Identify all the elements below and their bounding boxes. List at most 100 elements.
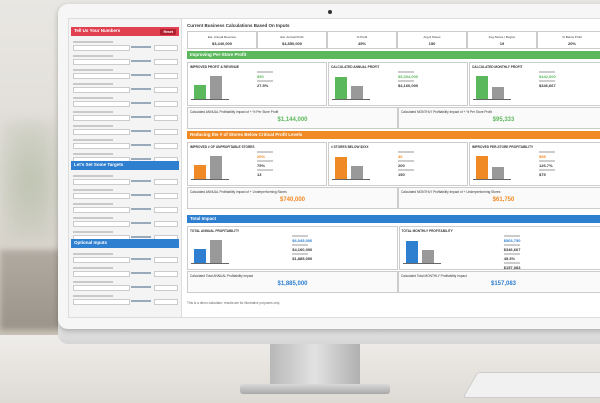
- input-field[interactable]: [154, 73, 178, 79]
- impact-label: Calculated MONTHLY Profitability Impact …: [401, 190, 501, 194]
- summary-value: 19: [499, 41, 505, 46]
- input-label: [73, 231, 113, 233]
- chart-bar: [492, 87, 504, 99]
- input-field[interactable]: [154, 257, 178, 263]
- card-title: CALCULATED ANNUAL PROFIT: [331, 65, 380, 69]
- summary-label: Avg # Stores: [423, 35, 441, 39]
- result-card: # STORES BELOW $XXX 30 200 150: [328, 142, 468, 186]
- stat-value: $4,160,000: [292, 247, 313, 252]
- section-title: Let's Set Some Targets: [74, 162, 124, 167]
- stat-line: [257, 160, 273, 162]
- chart-bar: [476, 155, 488, 179]
- input-field[interactable]: [154, 115, 178, 121]
- impact-box: Calculated MONTHLY Profitability Impact …: [398, 107, 600, 129]
- stat-line: [539, 169, 555, 171]
- input-field[interactable]: [73, 87, 130, 93]
- stat-line: [539, 80, 555, 82]
- input-field[interactable]: [154, 59, 178, 65]
- input-field[interactable]: [73, 271, 130, 277]
- section-header: Optional Inputs: [71, 239, 179, 248]
- stat-value: 126.7%: [539, 163, 553, 168]
- stat-line: [292, 253, 309, 255]
- input-slider: [131, 222, 151, 224]
- section-header: Improving Per-Store Profit: [187, 51, 600, 59]
- chart-axis: [402, 262, 441, 263]
- stat-line: [257, 71, 273, 73]
- stat-value: $346,667: [539, 83, 556, 88]
- input-field[interactable]: [73, 221, 130, 227]
- input-field[interactable]: [73, 143, 130, 149]
- input-field[interactable]: [154, 299, 178, 305]
- reset-button[interactable]: Reset: [160, 28, 176, 35]
- chart-axis: [191, 178, 229, 179]
- input-slider: [131, 272, 151, 274]
- input-slider: [131, 46, 151, 48]
- input-field[interactable]: [73, 179, 130, 185]
- section-title: Improving Per-Store Profit: [190, 52, 247, 57]
- input-field[interactable]: [154, 101, 178, 107]
- input-field[interactable]: [73, 73, 130, 79]
- footer-note: This is a demo calculator; results are f…: [187, 301, 280, 305]
- stat-value: 150: [398, 172, 405, 177]
- result-card: IMPROVED # OF UNPROFITABLE STORES 20% 75% 1…: [187, 142, 327, 186]
- input-label: [73, 139, 113, 141]
- stat-line: [503, 253, 520, 255]
- input-label: [73, 41, 113, 43]
- input-field[interactable]: [73, 59, 130, 65]
- stat-value: 20%: [257, 154, 266, 159]
- input-label: [73, 203, 113, 205]
- stat-line: [292, 235, 309, 237]
- input-field[interactable]: [154, 45, 178, 51]
- chart-axis: [473, 98, 511, 99]
- summary-cell: % Profit 45%: [327, 31, 397, 49]
- input-slider: [131, 236, 151, 238]
- input-slider: [131, 74, 151, 76]
- stat-line: [257, 169, 273, 171]
- input-field[interactable]: [154, 129, 178, 135]
- sidebar: Tell Us Your Numbers Reset Let's Set Some …: [69, 19, 182, 317]
- background-plant: [0, 120, 60, 240]
- summary-value: 20%: [567, 41, 576, 46]
- input-field[interactable]: [73, 101, 130, 107]
- input-field[interactable]: [73, 115, 130, 121]
- chart-axis: [332, 178, 370, 179]
- section-title: Total Impact: [190, 216, 217, 221]
- input-field[interactable]: [73, 207, 130, 213]
- stat-line: [503, 235, 520, 237]
- input-field[interactable]: [154, 179, 178, 185]
- impact-label: Calculated ANNUAL Profitability Impact o…: [190, 190, 287, 194]
- chart-bar: [210, 75, 222, 99]
- camera: [328, 10, 332, 14]
- chart-bar: [335, 156, 347, 179]
- result-card: TOTAL MONTHLY PROFITABILITY $503,750 $346,…: [398, 226, 600, 270]
- input-field[interactable]: [154, 193, 178, 199]
- stat-line: [398, 71, 414, 73]
- input-field[interactable]: [154, 221, 178, 227]
- input-label: [73, 111, 113, 113]
- input-field[interactable]: [154, 271, 178, 277]
- stat-value: $5,304,000: [398, 74, 419, 79]
- impact-value: $157,083: [490, 281, 517, 287]
- input-field[interactable]: [73, 257, 130, 263]
- summary-label: Avg Stores / Region: [488, 35, 516, 39]
- input-label: [73, 125, 113, 127]
- input-field[interactable]: [73, 285, 130, 291]
- chart-bar: [476, 75, 488, 99]
- input-field[interactable]: [73, 299, 130, 305]
- input-slider: [131, 60, 151, 62]
- section-header: Reducing the # of Stores Below Critical …: [187, 131, 600, 139]
- card-title: IMPROVED PER-STORE PROFITABILITY: [472, 145, 534, 149]
- input-field[interactable]: [154, 285, 178, 291]
- input-field[interactable]: [154, 143, 178, 149]
- input-field[interactable]: [73, 193, 130, 199]
- stat-line: [398, 169, 414, 171]
- card-title: CALCULATED MONTHLY PROFIT: [472, 65, 523, 69]
- input-field[interactable]: [73, 129, 130, 135]
- input-field[interactable]: [154, 207, 178, 213]
- chart-bar: [351, 166, 363, 179]
- input-slider: [131, 144, 151, 146]
- input-field[interactable]: [73, 45, 130, 51]
- input-field[interactable]: [154, 87, 178, 93]
- impact-value: $1,144,000: [277, 117, 308, 123]
